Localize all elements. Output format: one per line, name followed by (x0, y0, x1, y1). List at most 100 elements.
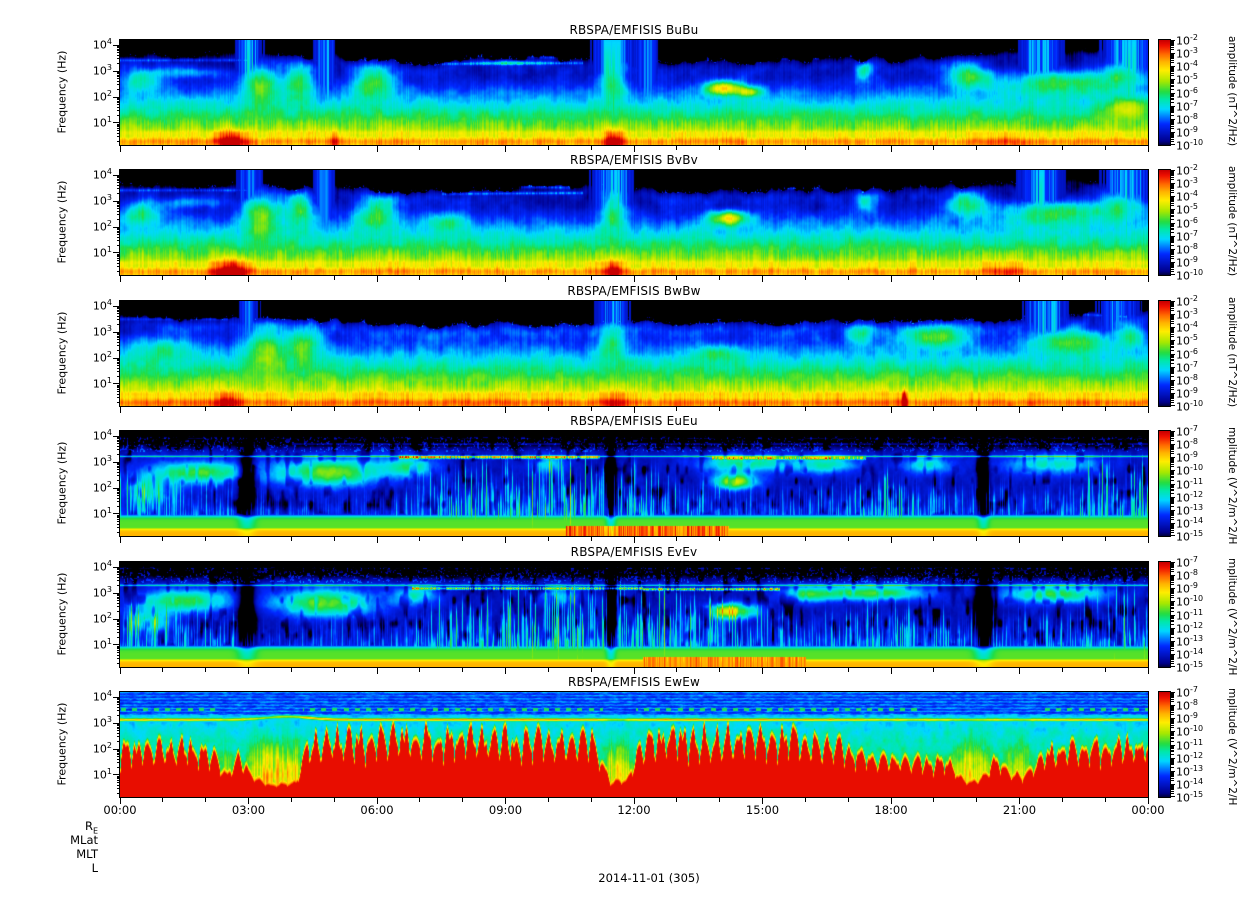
colorbar-minor-tick (1171, 657, 1174, 659)
colorbar-tick-label: 10-9 (1176, 450, 1198, 465)
colorbar-minor-tick (1171, 362, 1174, 364)
colorbar-minor-tick (1171, 265, 1174, 267)
colorbar-tick (1171, 705, 1175, 707)
colorbar-minor-tick (1171, 701, 1174, 703)
x-tick (847, 276, 849, 280)
colorbar-minor-tick (1171, 449, 1174, 451)
x-tick (1061, 537, 1063, 541)
x-tick (119, 798, 121, 804)
y-minor-tick (116, 730, 120, 732)
colorbar-minor-tick (1171, 641, 1174, 643)
y-minor-tick (116, 471, 120, 473)
x-tick (333, 407, 335, 411)
colorbar-tick-label: 10-6 (1176, 346, 1198, 362)
x-tick (505, 276, 506, 282)
colorbar-tick-label: 10-7 (1176, 685, 1198, 700)
colorbar-minor-tick (1171, 189, 1174, 191)
colorbar-minor-tick (1171, 320, 1174, 322)
y-minor-tick (116, 130, 120, 132)
y-minor-tick (116, 497, 120, 499)
x-tick (1104, 146, 1106, 150)
y-minor-tick (116, 646, 120, 648)
y-minor-tick (116, 76, 120, 78)
x-tick (676, 537, 678, 541)
x-tick (976, 146, 978, 150)
colorbar-tick (1171, 731, 1175, 733)
colorbar-minor-tick (1171, 762, 1174, 764)
x-tick (248, 407, 249, 413)
colorbar-minor-tick (1171, 450, 1174, 452)
colorbar-minor-tick (1171, 251, 1174, 253)
colorbar-minor-tick (1171, 485, 1174, 487)
x-tick (333, 146, 335, 150)
colorbar-minor-tick (1171, 605, 1174, 607)
y-minor-tick (116, 319, 120, 321)
colorbar-minor-tick (1171, 236, 1174, 238)
colorbar-minor-tick (1171, 760, 1174, 762)
y-minor-tick (116, 266, 120, 268)
colorbar-tick (1171, 405, 1175, 406)
x-tick (590, 668, 592, 672)
colorbar-minor-tick (1171, 231, 1174, 233)
colorbar-tick (1171, 470, 1175, 472)
y-minor-tick (116, 100, 120, 102)
x-tick (462, 537, 464, 541)
panel-BwBw: RBSPA/EMFISIS BwBw Frequency (Hz) amplit… (0, 284, 1248, 414)
colorbar-minor-tick (1171, 252, 1174, 254)
y-minor-tick (116, 736, 120, 738)
colorbar-tick (1171, 666, 1175, 667)
x-tick-label: 00:00 (103, 803, 137, 817)
colorbar-minor-tick (1171, 214, 1174, 216)
y-minor-tick (116, 726, 120, 728)
colorbar-minor-tick (1171, 727, 1174, 729)
y-tick (113, 252, 120, 254)
orbit-row-label-MLat: MLat (40, 833, 98, 847)
colorbar-minor-tick (1171, 722, 1174, 724)
x-tick-label: 09:00 (488, 803, 523, 817)
colorbar-minor-tick (1171, 315, 1174, 317)
colorbar-minor-tick (1171, 122, 1174, 124)
colorbar-minor-tick (1171, 525, 1174, 527)
x-tick (205, 146, 207, 150)
colorbar-minor-tick (1171, 568, 1174, 570)
x-tick (290, 798, 292, 802)
colorbar-minor-tick (1171, 516, 1174, 518)
colorbar-minor-tick (1171, 54, 1174, 56)
y-minor-tick (116, 775, 120, 777)
y-minor-tick (116, 260, 120, 262)
colorbar-minor-tick (1171, 642, 1174, 644)
colorbar-minor-tick (1171, 499, 1174, 501)
y-minor-tick (116, 177, 120, 179)
colorbar-minor-tick (1171, 649, 1174, 651)
y-minor-tick (116, 227, 120, 229)
x-tick (1147, 537, 1149, 543)
colorbar-minor-tick (1171, 42, 1174, 44)
y-tick-label: 104 (92, 298, 112, 313)
colorbar-minor-tick (1171, 331, 1174, 333)
colorbar-minor-tick (1171, 593, 1174, 595)
colorbar-minor-tick (1171, 354, 1174, 356)
y-minor-tick (116, 490, 120, 492)
y-minor-tick (116, 778, 120, 780)
colorbar-minor-tick (1171, 610, 1174, 612)
x-tick (1019, 668, 1020, 674)
colorbar-minor-tick (1171, 460, 1174, 462)
x-tick (376, 276, 378, 282)
colorbar-minor-tick (1171, 563, 1174, 565)
colorbar-tick (1171, 105, 1175, 107)
colorbar-minor-tick (1171, 523, 1174, 525)
x-tick (1061, 407, 1063, 411)
colorbar-minor-tick (1171, 329, 1174, 331)
colorbar-minor-tick (1171, 253, 1174, 255)
colorbar-tick-label: 10-10 (1176, 724, 1204, 740)
x-tick (933, 537, 935, 541)
colorbar-minor-tick (1171, 240, 1174, 242)
colorbar-minor-tick (1171, 500, 1174, 502)
colorbar-minor-tick (1171, 370, 1174, 372)
y-minor-tick (116, 710, 120, 712)
colorbar-minor-tick (1171, 786, 1174, 788)
y-minor-tick (116, 740, 120, 742)
colorbar-minor-tick (1171, 349, 1174, 351)
colorbar-minor-tick (1171, 775, 1174, 777)
colorbar-tick-label: 10-4 (1176, 320, 1198, 335)
